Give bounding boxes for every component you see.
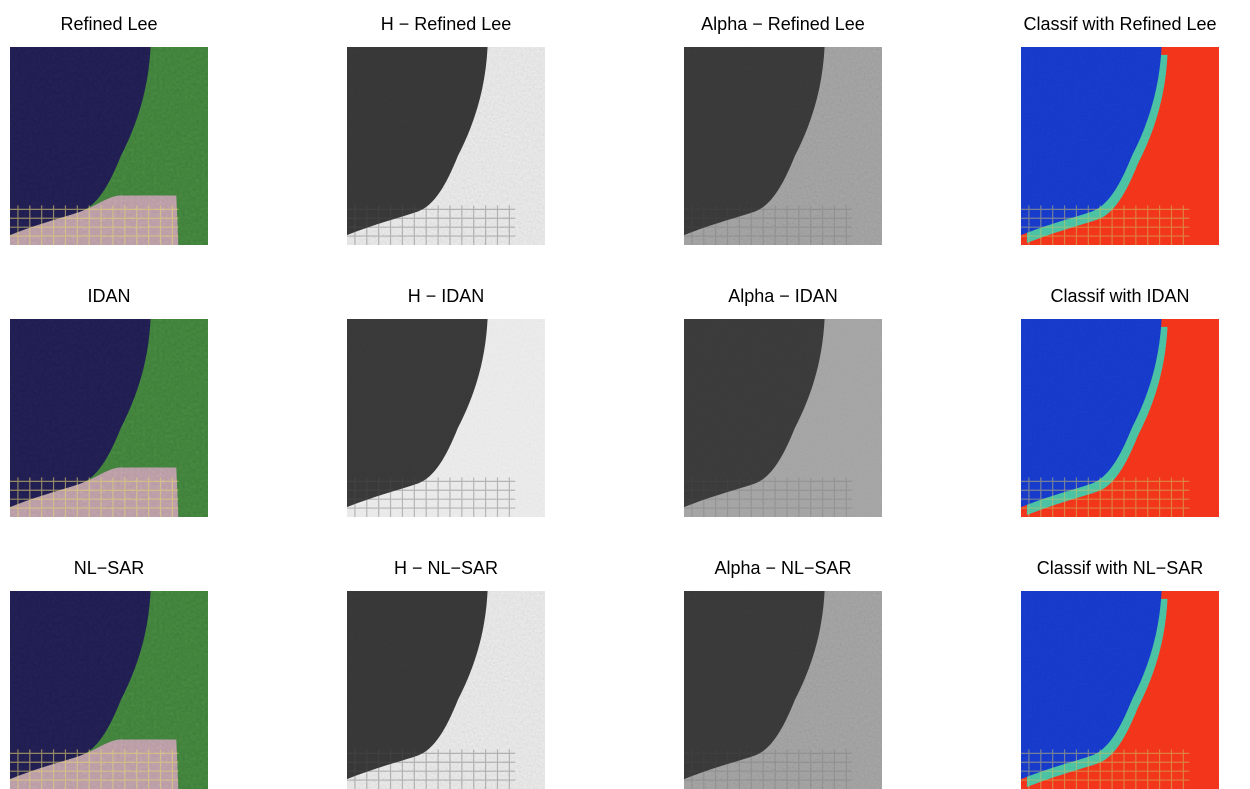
alpha-image [684,47,882,245]
panel-title: Refined Lee [60,14,158,34]
panel-title: Alpha − IDAN [728,286,838,306]
alpha-image [684,319,882,517]
classification-image [1021,591,1219,789]
classification-image [1021,47,1219,245]
alpha-image [684,591,882,789]
entropy-image [347,319,545,517]
panel-title: IDAN [87,286,131,306]
panel-title: Classif with IDAN [1050,286,1190,306]
sar-rgb-image [10,591,208,789]
sar-rgb-image [10,319,208,517]
panel-title: H − Refined Lee [380,14,512,34]
panel-title: NL−SAR [73,558,145,578]
panel-title: Alpha − NL−SAR [714,558,852,578]
classification-image [1021,319,1219,517]
panel-title: Alpha − Refined Lee [701,14,865,34]
sar-rgb-image [10,47,208,245]
panel-title: H − NL−SAR [393,558,499,578]
entropy-image [347,47,545,245]
panel-title: Classif with Refined Lee [1023,14,1217,34]
panel-title: H − IDAN [407,286,485,306]
panel-title: Classif with NL−SAR [1036,558,1204,578]
entropy-image [347,591,545,789]
